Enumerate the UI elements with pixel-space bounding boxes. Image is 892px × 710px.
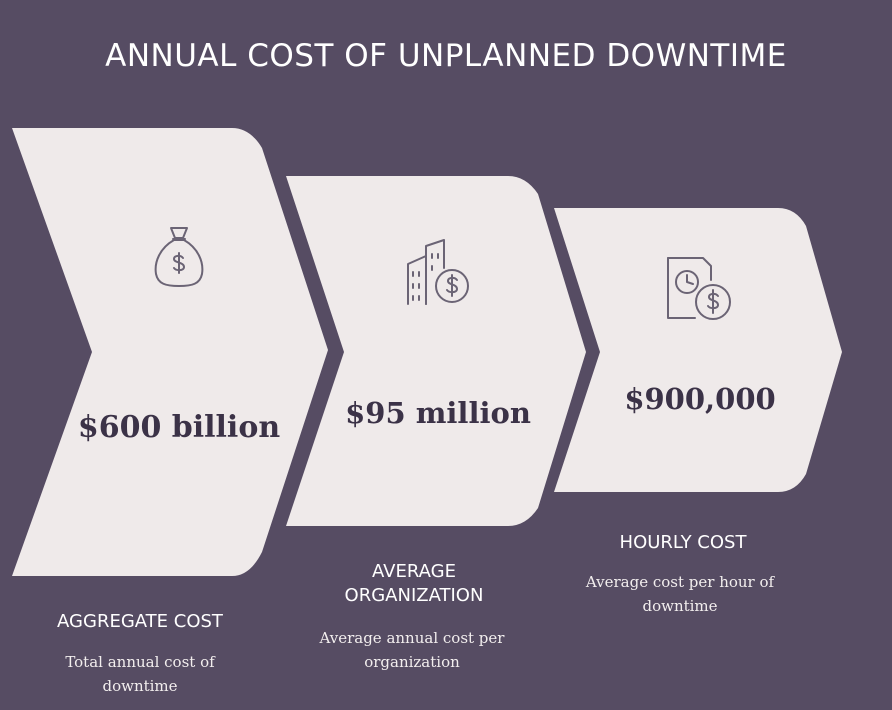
heading-hourly-cost: HOURLY COST	[619, 532, 747, 553]
description-hourly-cost: Average cost per hour of downtime	[585, 573, 775, 615]
chevron-step-2	[286, 176, 586, 526]
chevron-step-3	[554, 208, 842, 492]
building-dollar-icon	[407, 239, 469, 305]
heading-aggregate-cost: AGGREGATE COST	[57, 611, 223, 632]
page-title: ANNUAL COST OF UNPLANNED DOWNTIME	[105, 38, 787, 74]
heading-average-organization: AVERAGE ORGANIZATION	[344, 561, 484, 606]
value-aggregate-cost: $600 billion	[77, 410, 281, 445]
description-average-organization: Average annual cost per organization	[319, 629, 505, 671]
chevron-step-1	[12, 128, 328, 576]
money-bag-icon	[154, 227, 204, 287]
value-average-organization: $95 million	[345, 396, 531, 430]
description-aggregate-cost: Total annual cost of downtime	[65, 653, 215, 695]
clock-dollar-icon	[667, 257, 731, 320]
value-hourly-cost: $900,000	[624, 382, 776, 416]
